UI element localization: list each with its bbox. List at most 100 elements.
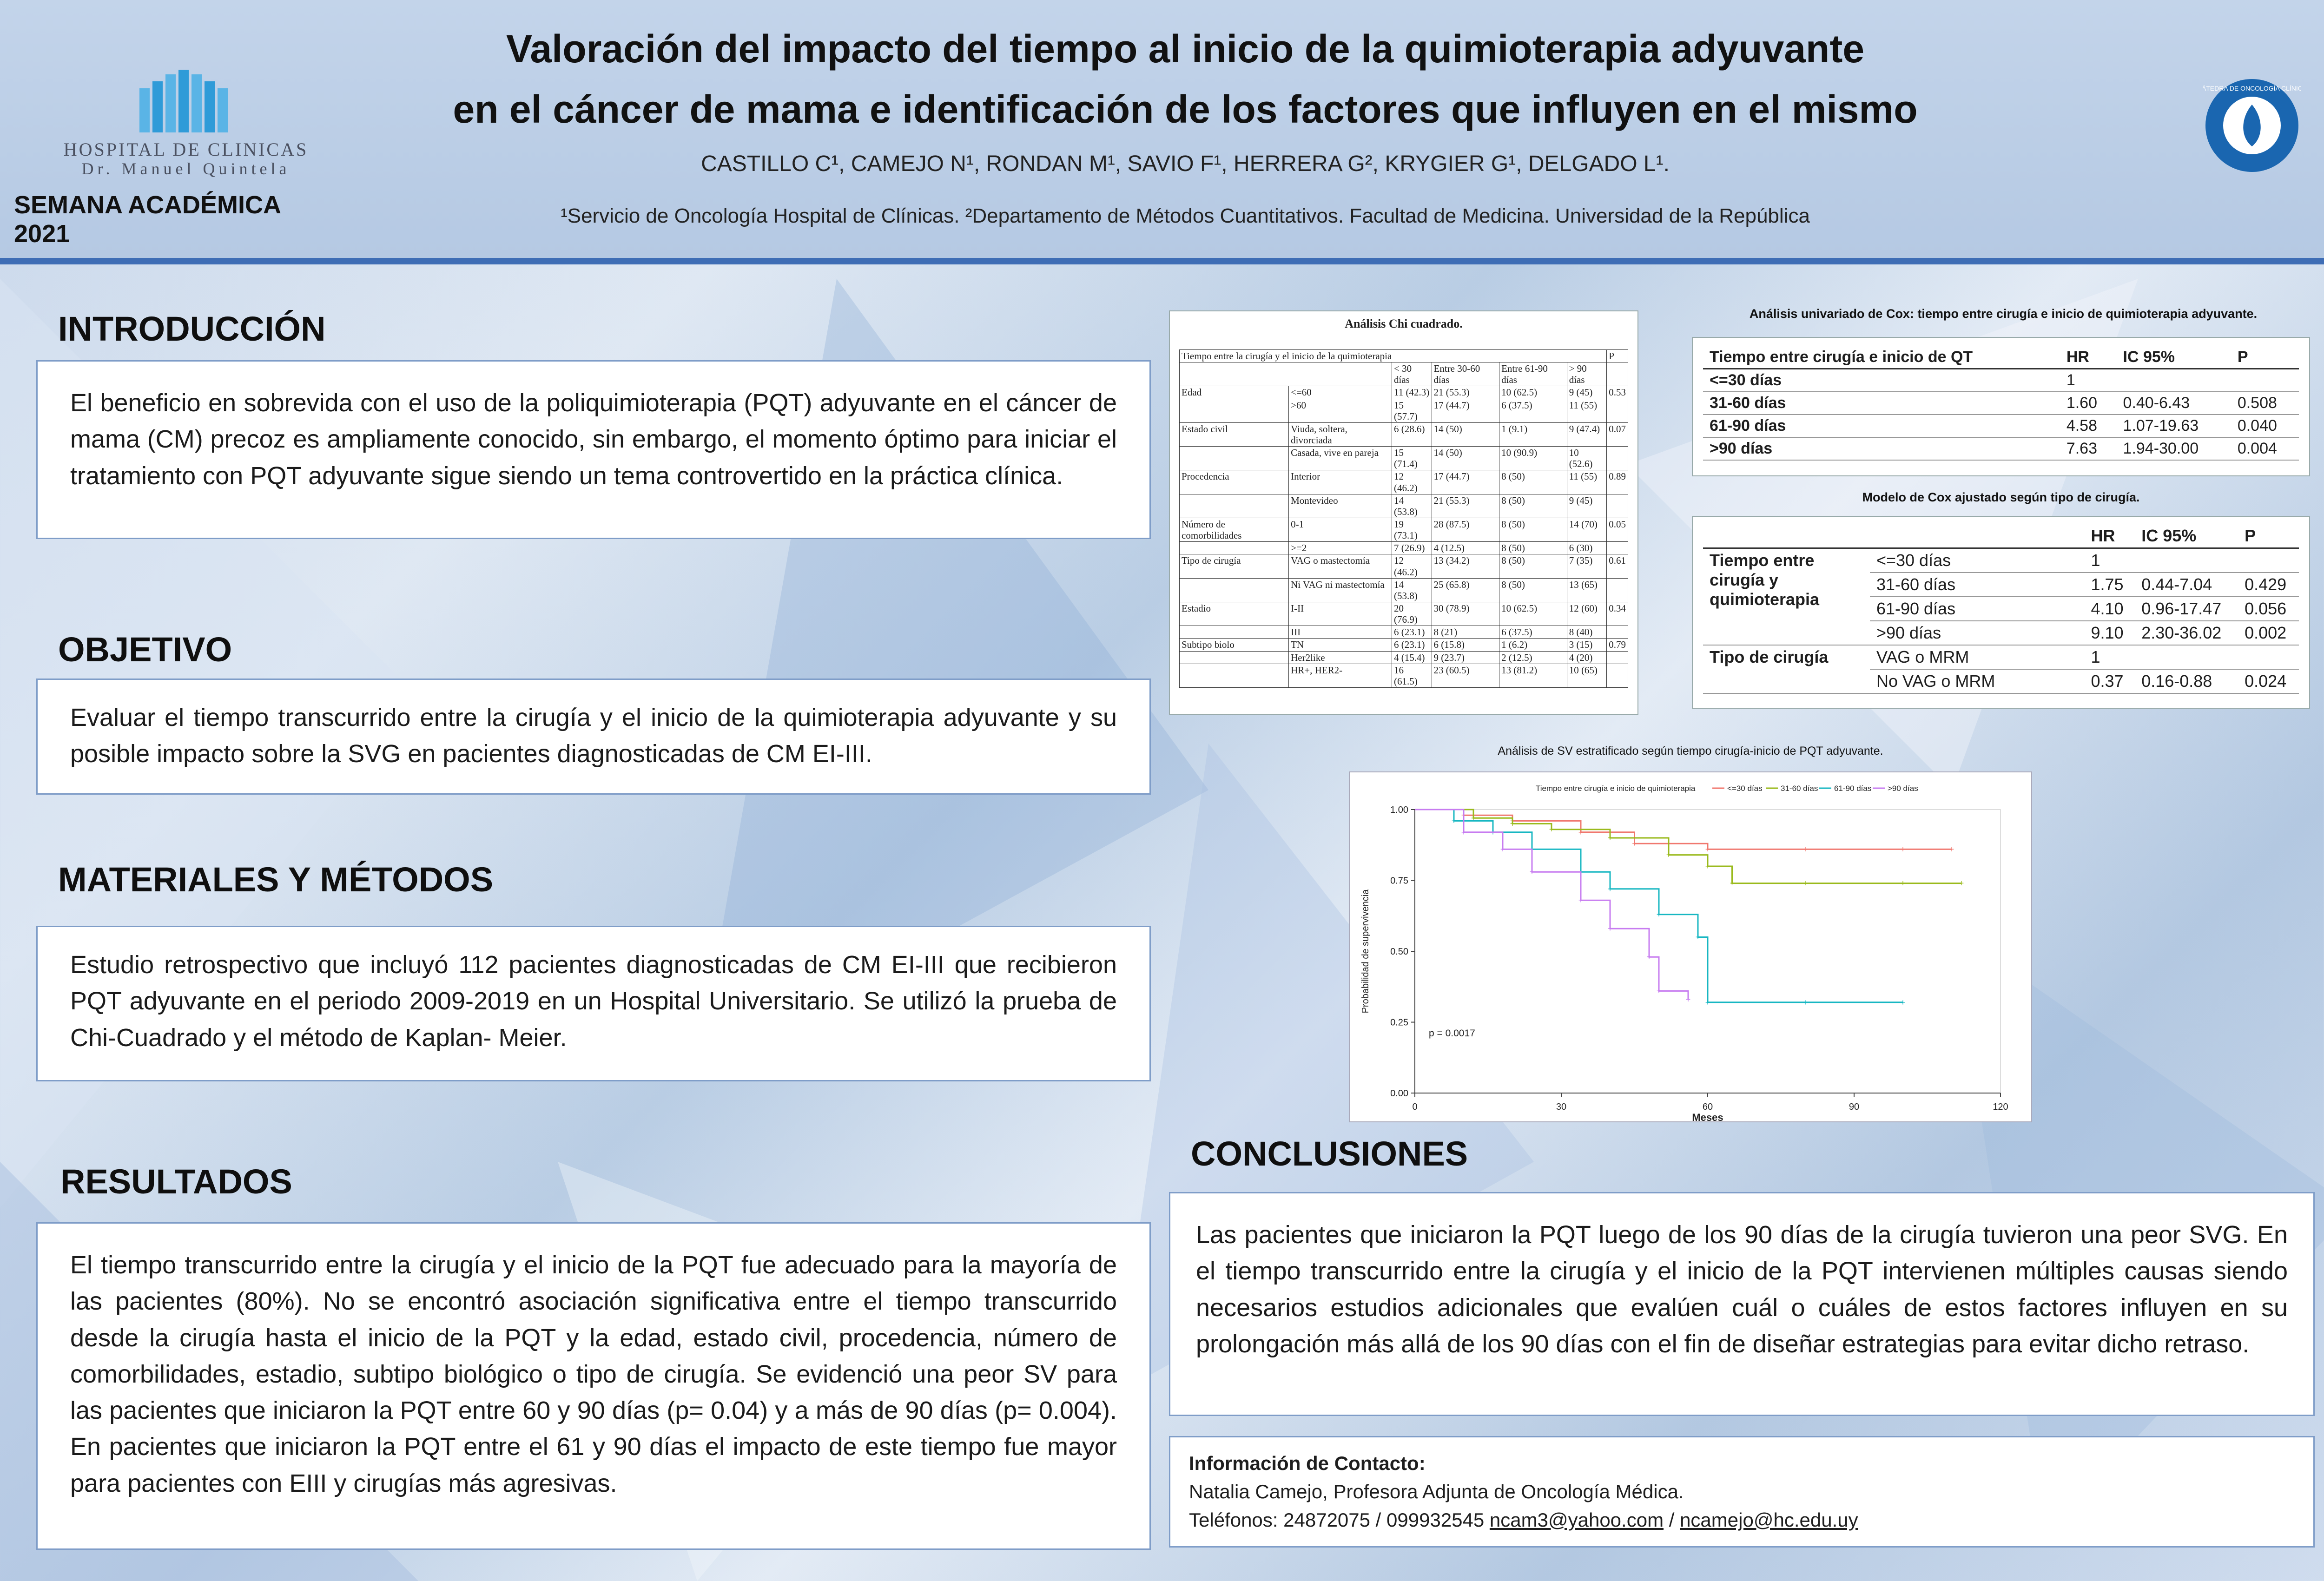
email-separator: / xyxy=(1669,1509,1675,1531)
cox-uni-cell: 7.63 xyxy=(2060,437,2117,461)
chi-cell: 21 (55.3) xyxy=(1431,386,1500,399)
km-legend-label: 61-90 días xyxy=(1834,784,1871,793)
cox-adj-cell: 1 xyxy=(2084,548,2135,573)
chi-cell: 6 (23.1) xyxy=(1392,638,1432,652)
chi-body: Edad <=60 11 (42.3) 21 (55.3) 10 (62.5) 9 (45… xyxy=(1179,386,1628,688)
header-band xyxy=(0,0,2324,258)
chi-cell: 9 (47.4) xyxy=(1566,422,1607,447)
cox-uni-panel: Tiempo entre cirugía e inicio de QT HR I… xyxy=(1692,337,2310,476)
chi-cell: 8 (50) xyxy=(1499,517,1567,542)
event-label: SEMANA ACADÉMICA 2021 xyxy=(14,191,280,248)
km-x-tick-label: 120 xyxy=(1993,1102,2008,1112)
chi-cell: Número de comorbilidades xyxy=(1179,517,1289,542)
km-censor-mark: + xyxy=(1686,995,1691,1004)
chi-cell: Ni VAG ni mastectomía xyxy=(1288,578,1393,602)
chi-cell: Estadio xyxy=(1179,601,1289,626)
metodos-box: Estudio retrospectivo que incluyó 112 pa… xyxy=(36,926,1151,1081)
chi-row: Estado civil Viuda, soltera, divorciada 6 … xyxy=(1179,422,1628,447)
chi-cell: 9 (23.7) xyxy=(1431,651,1500,664)
chi-col: > 90 días xyxy=(1566,362,1607,387)
km-censor-mark: + xyxy=(1657,986,1662,995)
cox-uni-caption: Análisis univariado de Cox: tiempo entre… xyxy=(1749,307,2258,321)
chi-col: Entre 61-90 días xyxy=(1499,362,1567,387)
cox-adj-header xyxy=(1869,524,2085,549)
chi-cell: 8 (50) xyxy=(1499,554,1567,579)
cox-uni-header: HR xyxy=(2060,346,2117,369)
conclusiones-box: Las pacientes que iniciaron la PQT luego… xyxy=(1169,1192,2315,1416)
chi-cell: 25 (65.8) xyxy=(1431,578,1500,602)
chi-cell: 2 (12.5) xyxy=(1499,651,1567,664)
chi-cell: 15 (57.7) xyxy=(1392,398,1432,423)
cox-adj-header: P xyxy=(2238,524,2299,549)
km-censor-mark: + xyxy=(1959,879,1964,888)
chi-cell: 0-1 xyxy=(1288,517,1393,542)
chi-col: Entre 30-60 días xyxy=(1431,362,1500,387)
hospital-subtitle: Dr. Manuel Quintela xyxy=(81,159,290,178)
km-censor-mark: + xyxy=(1647,952,1652,962)
chi-cell: Estado civil xyxy=(1179,422,1289,447)
chi-cell: 9 (45) xyxy=(1566,494,1607,518)
km-censor-mark: + xyxy=(1901,998,1906,1007)
cox-uni-cell: 1 xyxy=(2060,369,2117,392)
km-censor-mark: + xyxy=(1549,825,1554,834)
chi-cell: 6 (37.5) xyxy=(1499,626,1567,639)
cox-adj-group-time: Tiempo entre cirugía y quimioterapia xyxy=(1703,548,1870,646)
cox-uni-cell xyxy=(2116,369,2231,392)
cox-uni-row: 31-60 días 1.60 0.40-6.43 0.508 xyxy=(1703,392,2299,415)
chi-cell: 14 (53.8) xyxy=(1392,578,1432,602)
km-censor-mark: + xyxy=(1500,844,1505,854)
chi-cell xyxy=(1179,494,1289,518)
km-censor-mark: + xyxy=(1530,867,1535,876)
chi-cell: 6 (15.8) xyxy=(1431,638,1500,652)
conclusiones-text: Las pacientes que iniciaron la PQT luego… xyxy=(1196,1221,2288,1358)
cox-adj-cell: 1 xyxy=(2084,645,2135,670)
chi-cell: VAG o mastectomía xyxy=(1288,554,1393,579)
chi-cell: 8 (50) xyxy=(1499,470,1567,494)
cox-uni-cell: 0.508 xyxy=(2231,392,2299,415)
km-y-tick-label: 1.00 xyxy=(1390,805,1408,815)
chi-cell: 0.05 xyxy=(1606,517,1628,542)
cox-uni-cell: 0.040 xyxy=(2231,415,2299,438)
chi-cell xyxy=(1179,651,1289,664)
cox-adj-caption: Modelo de Cox ajustado según tipo de cir… xyxy=(1862,490,2140,504)
hospital-name: HOSPITAL DE CLINICAS xyxy=(63,139,309,160)
resultados-text: El tiempo transcurrido entre la cirugía … xyxy=(70,1251,1117,1497)
chi-row: >60 15 (57.7) 17 (44.7) 6 (37.5) 11 (55) xyxy=(1179,398,1628,423)
email-link-2[interactable]: ncamejo@hc.edu.uy xyxy=(1680,1509,1858,1531)
cox-adj-cell xyxy=(2238,548,2299,573)
km-curve-2 xyxy=(1415,809,1903,1003)
chi-cell: 14 (50) xyxy=(1431,446,1500,471)
cox-adj-cell: 31-60 días xyxy=(1869,573,2085,597)
cox-adj-group-surgery: Tipo de cirugía xyxy=(1703,645,1870,694)
chi-row: Estadio I-II 20 (76.9) 30 (78.9) 10 (62.5) 12… xyxy=(1179,601,1628,626)
chi-cell: 14 (50) xyxy=(1431,422,1500,447)
contact-box: Información de Contacto: Natalia Camejo,… xyxy=(1169,1436,2315,1548)
contact-phones: Teléfonos: 24872075 / 099932545 xyxy=(1189,1509,1485,1531)
cox-adj-cell: No VAG o MRM xyxy=(1869,669,2085,694)
chi-row: Her2like 4 (15.4) 9 (23.7) 2 (12.5) 4 (20) xyxy=(1179,651,1628,664)
contact-name: Natalia Camejo, Profesora Adjunta de Onc… xyxy=(1189,1480,1684,1502)
chi-cell: 0.53 xyxy=(1606,386,1628,399)
cox-uni-cell: <=30 días xyxy=(1703,369,2060,392)
cox-adj-header: HR xyxy=(2084,524,2135,549)
chi-col-empty xyxy=(1179,362,1393,387)
chi-cell: 9 (45) xyxy=(1566,386,1607,399)
km-censor-mark: + xyxy=(1578,828,1584,837)
chi-cell: 7 (35) xyxy=(1566,554,1607,579)
km-curve-3 xyxy=(1415,809,1689,1000)
header-divider xyxy=(0,258,2324,264)
chi-cell: 13 (34.2) xyxy=(1431,554,1500,579)
email-link-1[interactable]: ncam3@yahoo.com xyxy=(1489,1509,1664,1531)
chi-cell: 3 (15) xyxy=(1566,638,1607,652)
km-x-tick-label: 60 xyxy=(1703,1102,1713,1112)
chi-cell: 14 (70) xyxy=(1566,517,1607,542)
chi-cell xyxy=(1606,494,1628,518)
chi-cell: 10 (62.5) xyxy=(1499,386,1567,399)
chi-cell xyxy=(1606,626,1628,639)
km-censor-mark: + xyxy=(1666,850,1671,860)
km-censor-mark: + xyxy=(1949,844,1954,854)
km-censor-mark: + xyxy=(1803,844,1808,854)
cox-adj-cell: 61-90 días xyxy=(1869,597,2085,621)
km-curve-0 xyxy=(1415,809,1952,850)
chi-cell: 23 (60.5) xyxy=(1431,663,1500,688)
